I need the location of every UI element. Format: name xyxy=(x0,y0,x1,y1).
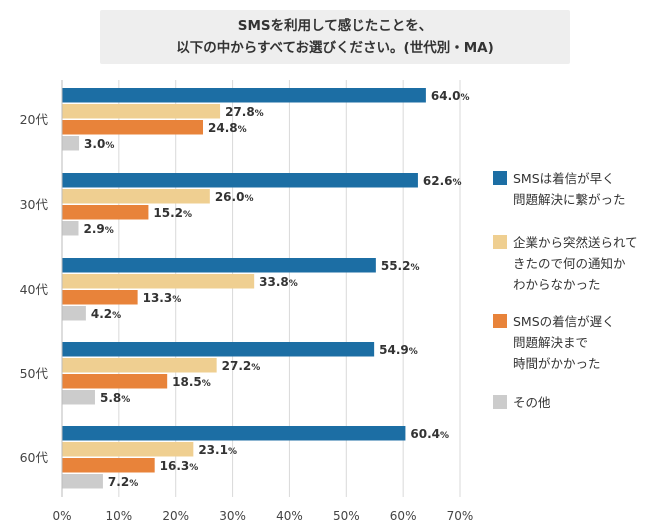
x-tick-label: 40% xyxy=(276,509,303,523)
data-label: 13.3% xyxy=(143,291,182,305)
data-label: 15.2% xyxy=(153,206,192,220)
bar xyxy=(62,88,426,103)
chart-title-line-2: 以下の中からすべてお選びください。(世代別・MA) xyxy=(176,40,494,56)
bar xyxy=(62,358,217,373)
bar xyxy=(62,258,376,273)
category-label: 30代 xyxy=(20,197,49,212)
bar xyxy=(62,458,155,473)
bar xyxy=(62,306,86,321)
x-tick-label: 70% xyxy=(447,509,474,523)
bar xyxy=(62,104,221,119)
bar xyxy=(62,136,80,151)
data-label: 7.2% xyxy=(108,475,138,489)
x-tick-label: 50% xyxy=(333,509,360,523)
category-label: 50代 xyxy=(20,366,49,381)
legend-swatch xyxy=(493,395,507,409)
data-label: 27.2% xyxy=(222,359,261,373)
data-label: 18.5% xyxy=(172,375,211,389)
x-tick-label: 0% xyxy=(52,509,71,523)
data-label: 16.3% xyxy=(160,459,199,473)
x-tick-label: 20% xyxy=(162,509,189,523)
bar xyxy=(62,390,95,405)
legend-item: SMSは着信が早く 問題解決に繋がった xyxy=(493,168,626,210)
x-tick-label: 30% xyxy=(219,509,246,523)
x-tick-label: 60% xyxy=(390,509,417,523)
category-label: 20代 xyxy=(20,112,49,127)
data-label: 4.2% xyxy=(91,307,121,321)
data-label: 23.1% xyxy=(198,443,237,457)
bar xyxy=(62,374,168,389)
chart-legend: SMSは着信が早く 問題解決に繋がった企業から突然送られて きたので何の通知か … xyxy=(493,168,663,428)
bar xyxy=(62,474,103,489)
legend-item: 企業から突然送られて きたので何の通知か わからなかった xyxy=(493,232,638,295)
bar xyxy=(62,205,149,220)
bar xyxy=(62,120,204,135)
data-label: 64.0% xyxy=(431,89,470,103)
data-label: 5.8% xyxy=(100,391,130,405)
data-label: 26.0% xyxy=(215,190,254,204)
bar xyxy=(62,342,375,357)
legend-item: その他 xyxy=(493,392,551,413)
chart-title-box: SMSを利用して感じたことを、 以下の中からすべてお選びください。(世代別・MA… xyxy=(100,10,570,64)
category-label: 60代 xyxy=(20,450,49,465)
bar xyxy=(62,189,210,204)
legend-item: SMSの着信が遅く 問題解決まで 時間がかかった xyxy=(493,311,615,374)
legend-swatch xyxy=(493,314,507,328)
category-label: 40代 xyxy=(20,282,49,297)
data-label: 33.8% xyxy=(259,275,298,289)
data-label: 27.8% xyxy=(225,105,264,119)
data-label: 55.2% xyxy=(381,259,420,273)
data-label: 54.9% xyxy=(379,343,418,357)
x-tick-label: 10% xyxy=(106,509,133,523)
chart-title-line-1: SMSを利用して感じたことを、 xyxy=(237,18,433,34)
data-label: 24.8% xyxy=(208,121,247,135)
legend-label: SMSは着信が早く 問題解決に繋がった xyxy=(513,171,626,207)
legend-label: SMSの着信が遅く 問題解決まで 時間がかかった xyxy=(513,314,615,371)
bar xyxy=(62,426,406,441)
bar xyxy=(62,173,418,188)
data-label: 2.9% xyxy=(83,222,113,236)
bar xyxy=(62,274,255,289)
data-label: 3.0% xyxy=(84,137,114,151)
data-label: 62.6% xyxy=(423,174,462,188)
bar xyxy=(62,221,79,236)
bar xyxy=(62,290,138,305)
legend-label: その他 xyxy=(513,395,551,410)
legend-swatch xyxy=(493,235,507,249)
legend-swatch xyxy=(493,171,507,185)
bar xyxy=(62,442,194,457)
data-label: 60.4% xyxy=(410,427,449,441)
legend-label: 企業から突然送られて きたので何の通知か わからなかった xyxy=(513,235,638,292)
